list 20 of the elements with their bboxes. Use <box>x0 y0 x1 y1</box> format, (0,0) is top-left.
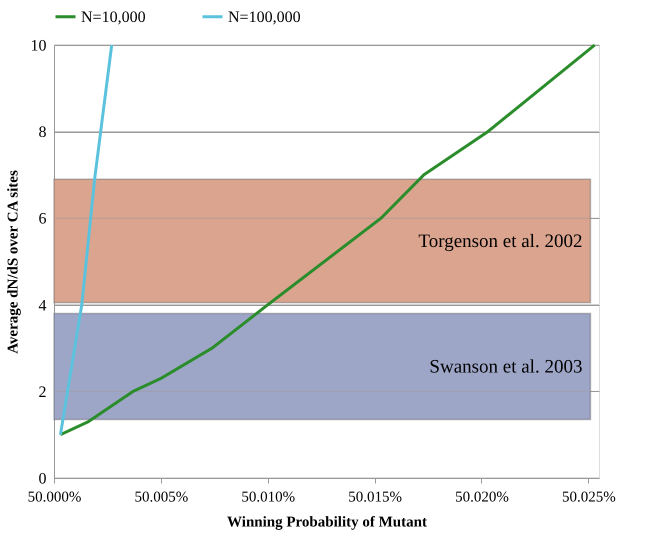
x-tick-label: 50.010% <box>241 490 296 506</box>
band-label: Torgenson et al. 2002 <box>418 230 582 252</box>
y-axis-title: Average dN/dS over CA sites <box>6 170 22 354</box>
y-tick-label: 0 <box>38 470 46 488</box>
y-tick-label: 4 <box>38 297 46 314</box>
line-series <box>58 44 114 436</box>
legend-label: N=10,000 <box>81 8 146 26</box>
x-tick-label: 50.000% <box>28 490 82 506</box>
y-tick-label: 6 <box>38 210 46 228</box>
x-tick-label: 50.015% <box>348 490 402 506</box>
x-tick-label: 50.025% <box>562 490 616 506</box>
y-tick-label: 10 <box>30 38 46 54</box>
band-label: Swanson et al. 2003 <box>429 356 582 378</box>
y-tick-label: 8 <box>38 124 46 142</box>
x-tick-label: 50.005% <box>134 490 188 506</box>
y-tick-label: 2 <box>38 384 46 401</box>
x-axis-title: Winning Probability of Mutant <box>227 514 427 530</box>
line-series <box>58 44 596 436</box>
legend-label: N=100,000 <box>228 8 301 26</box>
x-tick-label: 50.020% <box>455 490 509 506</box>
